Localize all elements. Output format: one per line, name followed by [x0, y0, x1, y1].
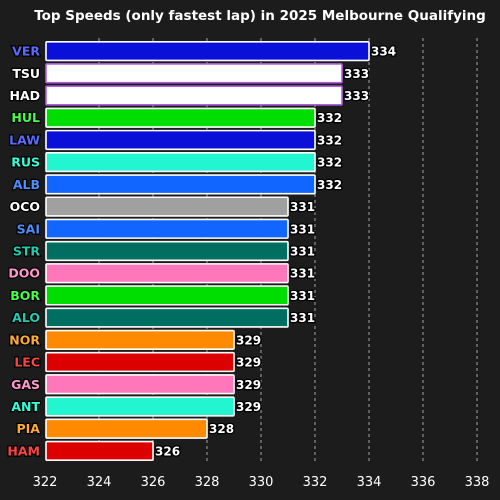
y-tick-label: LEC	[14, 355, 40, 370]
y-tick-label: LAW	[9, 132, 40, 147]
data-label: 328	[209, 422, 234, 436]
x-tick-label: 328	[195, 475, 220, 490]
data-label: 331	[290, 311, 315, 325]
bar-ant	[45, 396, 235, 417]
y-tick-label: HUL	[11, 110, 40, 125]
x-tick-label: 330	[249, 475, 274, 490]
x-tick-label: 334	[357, 475, 382, 490]
data-label: 332	[317, 178, 342, 192]
bar-tsu	[45, 63, 343, 84]
data-label: 332	[317, 111, 342, 125]
x-tick-label: 324	[87, 475, 112, 490]
y-tick-label: HAD	[9, 88, 40, 103]
data-label: 333	[344, 89, 369, 103]
data-label: 334	[371, 45, 396, 59]
y-tick-label: ALB	[13, 177, 40, 192]
bar-str	[45, 240, 289, 262]
bar-gas	[45, 374, 235, 395]
data-label: 329	[236, 378, 261, 392]
y-tick-label: RUS	[11, 155, 40, 170]
chart-title: Top Speeds (only fastest lap) in 2025 Me…	[34, 8, 486, 24]
x-tick-label: 336	[411, 475, 436, 490]
bar-oco	[45, 196, 289, 217]
x-tick-label: 338	[465, 475, 490, 490]
bar-pia	[45, 418, 208, 439]
data-label: 331	[290, 289, 315, 303]
data-label: 329	[236, 400, 261, 414]
bar-alb	[45, 174, 316, 195]
bar-doo	[45, 263, 289, 284]
y-tick-label: HAM	[7, 443, 40, 458]
bar-ver	[45, 40, 370, 62]
data-label: 332	[317, 156, 342, 170]
y-tick-label: NOR	[9, 332, 40, 347]
data-label: 331	[290, 222, 315, 236]
y-tick-label: STR	[13, 244, 41, 259]
x-tick-label: 332	[303, 475, 328, 490]
y-tick-label: DOO	[8, 266, 40, 281]
y-tick-label: GAS	[11, 377, 40, 392]
x-tick-label: 322	[33, 475, 58, 490]
y-tick-label: OCO	[10, 199, 40, 214]
y-tick-label: PIA	[17, 421, 41, 436]
data-label: 331	[290, 245, 315, 259]
x-tick-label: 326	[141, 475, 166, 490]
y-tick-label: TSU	[12, 66, 40, 81]
y-tick-label: VER	[12, 44, 40, 59]
y-tick-label: ANT	[11, 399, 40, 414]
bar-lec	[45, 351, 235, 373]
data-label: 331	[290, 267, 315, 281]
data-label: 332	[317, 133, 342, 147]
bar-had	[45, 85, 343, 106]
bar-hul	[45, 107, 316, 128]
bar-rus	[45, 152, 316, 173]
bar-sai	[45, 218, 289, 239]
bar-law	[45, 129, 316, 151]
data-label: 331	[290, 200, 315, 214]
bar-alo	[45, 307, 289, 328]
data-label: 333	[344, 67, 369, 81]
bar-ham	[45, 440, 154, 462]
y-tick-label: SAI	[17, 221, 40, 236]
bar-bor	[45, 285, 289, 306]
y-tick-label: BOR	[10, 288, 40, 303]
data-label: 329	[236, 333, 261, 347]
y-tick-label: ALO	[12, 310, 40, 325]
data-label: 329	[236, 356, 261, 370]
data-label: 326	[155, 444, 180, 458]
bar-nor	[45, 329, 235, 350]
